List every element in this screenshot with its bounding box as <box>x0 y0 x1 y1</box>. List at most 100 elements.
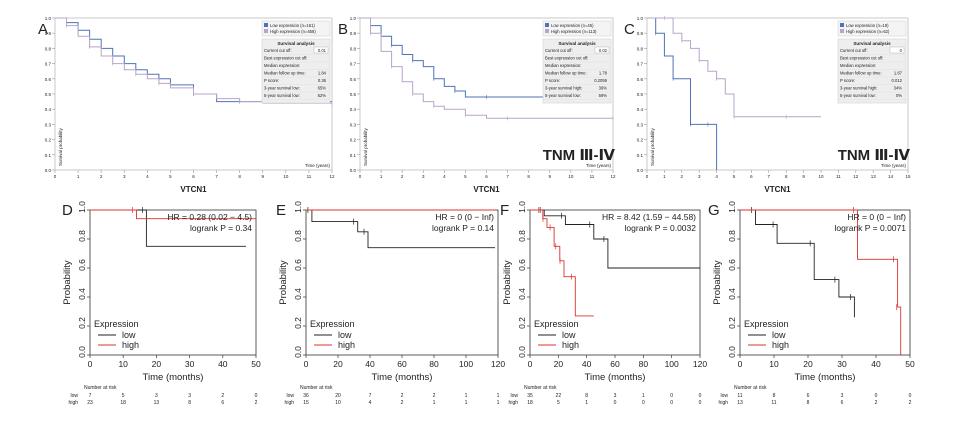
y-tick-label: 0.8 <box>45 46 52 51</box>
survival-table-value: 0.36 <box>318 78 327 83</box>
risk-title: Number at risk <box>300 385 333 391</box>
y-tick-label: 0.4 <box>727 288 737 300</box>
x-tick-label: 10 <box>283 174 289 179</box>
y-tick-label: 1.0 <box>637 16 644 21</box>
risk-count: 2 <box>221 393 224 399</box>
risk-row-label: high <box>69 400 79 406</box>
survival-table-value: 0 <box>900 48 903 53</box>
survival-table-value: 59% <box>599 93 608 98</box>
risk-count: 2 <box>401 400 404 406</box>
risk-count: 3 <box>155 393 158 399</box>
risk-count: 15 <box>303 400 309 406</box>
y-tick-label: 0.0 <box>637 168 644 173</box>
legend-title: Expression <box>534 319 579 329</box>
survival-table-key: 5-year survival low: <box>840 93 876 98</box>
x-tick-label: 50 <box>251 359 261 369</box>
risk-count: 2 <box>909 400 912 406</box>
cutoff-input <box>889 46 905 54</box>
panel-label: G <box>708 202 720 219</box>
plot-frame <box>739 209 911 356</box>
y-tick-label: 0.2 <box>637 138 644 143</box>
survival-table-title: Survival analysis <box>853 41 891 46</box>
x-tick-label: 9 <box>548 174 551 179</box>
y-tick-label: 0.0 <box>77 346 87 358</box>
legend-entry: High expression (n=458) <box>270 29 316 34</box>
y-tick-label: 0.0 <box>350 168 357 173</box>
y-tick-label: 0.9 <box>637 31 644 36</box>
x-tick-label: 30 <box>185 359 195 369</box>
risk-count: 0 <box>670 400 673 406</box>
y-axis-label: Probability <box>62 260 73 305</box>
x-tick-label: 14 <box>888 174 894 179</box>
risk-count: 20 <box>335 393 341 399</box>
survival-table-key: P score: <box>840 78 855 83</box>
x-tick-label: 2 <box>681 174 684 179</box>
x-tick-label: 4 <box>443 174 446 179</box>
y-tick-label: 0.8 <box>727 230 737 242</box>
logrank-p: logrank P = 0.34 <box>190 223 252 233</box>
x-tick-label: 20 <box>803 359 813 369</box>
x-tick-label: 9 <box>802 174 805 179</box>
x-tick-label: 60 <box>397 359 407 369</box>
y-tick-label: 0.8 <box>637 46 644 51</box>
hazard-ratio: HR = 8.42 (1.59 − 44.58) <box>602 212 696 222</box>
risk-count: 0 <box>642 400 645 406</box>
legend-entry: High expression (n=62) <box>846 29 890 34</box>
x-tick-label: 12 <box>329 174 335 179</box>
risk-count: 8 <box>188 400 191 406</box>
risk-count: 1 <box>585 400 588 406</box>
risk-count: 0 <box>670 393 673 399</box>
stage-label: TNM Ⅲ-Ⅳ <box>543 147 616 164</box>
survival-table-value: 52% <box>318 93 327 98</box>
y-tick-label: 0.0 <box>45 168 52 173</box>
legend-swatch <box>545 29 549 33</box>
survival-table-key: Median expression: <box>840 63 876 68</box>
series-line-high <box>530 209 594 317</box>
x-tick-label: 20 <box>152 359 162 369</box>
survival-table-key: Median follow up time: <box>545 71 587 76</box>
survival-table-value: 0.012 <box>892 78 903 83</box>
y-tick-label: 0.1 <box>637 153 644 158</box>
plot-frame <box>89 209 257 356</box>
survival-table-key: Median follow up time: <box>264 71 306 76</box>
risk-count: 3 <box>614 393 617 399</box>
y-tick-label: 0.8 <box>517 230 527 242</box>
plot-frame <box>305 209 499 356</box>
survival-table-value: 65% <box>318 86 327 91</box>
risk-title: Number at risk <box>734 385 767 391</box>
risk-count: 22 <box>556 393 562 399</box>
risk-count: 5 <box>557 400 560 406</box>
series-line-high <box>55 17 332 104</box>
survival-table-key: Current cut off: <box>840 48 868 53</box>
series-line-low <box>306 209 495 249</box>
y-tick-label: 0.2 <box>77 317 87 329</box>
logrank-p: logrank P = 0.0032 <box>625 223 697 233</box>
legend-entry: high <box>562 340 579 350</box>
y-tick-label: 0.4 <box>293 288 303 300</box>
y-tick-label: 0.2 <box>727 317 737 329</box>
y-tick-label: 0.6 <box>77 259 87 271</box>
x-tick-label: 0 <box>646 174 649 179</box>
y-axis-label: Probability <box>502 260 513 305</box>
risk-count: 6 <box>841 400 844 406</box>
survival-table-key: Best expression cut off: <box>545 56 588 61</box>
panel-label: B <box>338 21 348 38</box>
risk-count: 1 <box>433 400 436 406</box>
logrank-p: logrank P = 0.0071 <box>835 223 907 233</box>
panel-label: A <box>38 21 48 38</box>
y-axis-label: Survival probability <box>650 127 655 166</box>
y-tick-label: 0.0 <box>293 346 303 358</box>
risk-count: 13 <box>154 400 160 406</box>
survival-table-key: P score: <box>264 78 279 83</box>
survival-table-value: 39% <box>599 86 608 91</box>
x-tick-label: 12 <box>610 174 616 179</box>
x-tick-label: 10 <box>818 174 824 179</box>
y-tick-label: 1.0 <box>45 16 52 21</box>
x-tick-label: 40 <box>871 359 881 369</box>
panel-a: A0.00.10.20.30.40.50.60.70.80.91.00 1 2 3 4 5… <box>38 16 335 194</box>
x-tick-label: 40 <box>582 359 592 369</box>
x-tick-label: 1 <box>380 174 383 179</box>
survival-table-title: Survival analysis <box>277 41 315 46</box>
risk-count: 0 <box>909 393 912 399</box>
